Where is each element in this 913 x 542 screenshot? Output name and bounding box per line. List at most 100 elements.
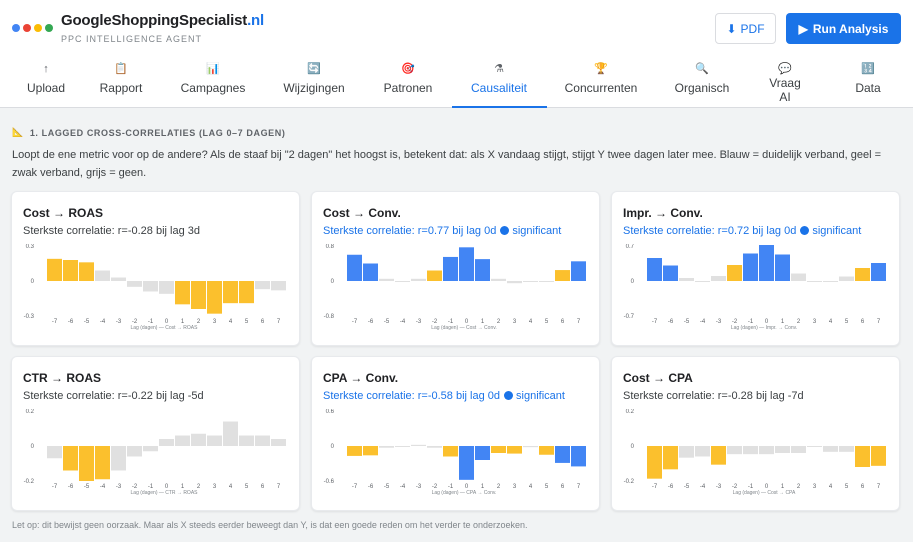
y-tick-label: -0.8	[324, 314, 335, 320]
correlation-bar	[427, 270, 442, 281]
correlation-bar	[871, 263, 886, 281]
correlation-bar	[711, 276, 726, 281]
x-tick-label: 6	[861, 484, 865, 490]
correlation-bar	[743, 253, 758, 281]
pdf-button[interactable]: ⬇ PDF	[715, 13, 776, 44]
correlation-bar	[379, 278, 394, 281]
correlation-bar	[95, 446, 110, 480]
app-header: GoogleShoppingSpecialist.nl PPC INTELLIG…	[0, 0, 913, 108]
tab-icon: 🔍	[695, 63, 709, 75]
x-tick-label: 5	[245, 484, 249, 490]
x-tick-label: 0	[465, 484, 469, 490]
x-tick-label: 3	[513, 319, 517, 325]
card-title: CPA → Conv.	[323, 371, 399, 385]
correlation-bar	[539, 281, 554, 282]
x-tick-label: -7	[352, 484, 358, 490]
run-analysis-label: Run Analysis	[812, 21, 889, 36]
x-tick-label: 4	[229, 319, 233, 325]
run-analysis-button[interactable]: ▶ Run Analysis	[786, 13, 901, 44]
tab-label: Concurrenten	[564, 81, 638, 95]
correlation-bar	[379, 446, 394, 448]
tab-organisch[interactable]: 🔍 Organisch	[662, 62, 742, 108]
x-tick-label: 6	[261, 319, 265, 325]
x-tick-label: -1	[148, 484, 154, 490]
x-tick-label: -7	[52, 319, 58, 325]
y-tick-label: 0.2	[626, 409, 635, 415]
correlation-bar	[63, 446, 78, 471]
card-summary: Sterkste correlatie: r=-0.28 bij lag 3d	[23, 225, 200, 237]
correlation-bar	[807, 446, 822, 447]
x-tick-label: 2	[797, 319, 801, 325]
x-tick-label: -3	[716, 319, 722, 325]
correlation-bar	[191, 281, 206, 309]
correlation-bar	[727, 446, 742, 455]
x-axis-label: Lag (dagen) — Cost → ROAS	[131, 325, 199, 331]
x-tick-label: 1	[481, 319, 485, 325]
correlation-chart: 0.8 0 -0.8 -7 -6 -5 -4 -3 -2 -1 0 1 2 3 4 5 6 7 Lag (dagen…	[324, 244, 586, 331]
correlation-bar	[111, 446, 126, 471]
x-tick-label: 0	[165, 319, 169, 325]
card-summary-text: Sterkste correlatie: r=-0.28 bij lag 3d	[23, 225, 201, 237]
correlation-bar	[555, 270, 570, 281]
correlation-bar	[711, 446, 726, 465]
correlation-bar	[823, 446, 838, 452]
tab-causaliteit[interactable]: ⚗ Causaliteit	[451, 62, 547, 108]
tab-data[interactable]: 🔢 Data	[843, 62, 893, 108]
x-tick-label: -2	[732, 484, 738, 490]
x-tick-label: -3	[116, 319, 122, 325]
x-tick-label: 1	[481, 484, 485, 490]
y-tick-label: -0.7	[624, 314, 635, 320]
tab-icon: 📋	[114, 63, 128, 75]
tab-label-line: AI	[779, 90, 791, 104]
correlation-bar	[647, 258, 662, 281]
x-tick-label: -7	[652, 484, 658, 490]
x-tick-label: 6	[561, 484, 565, 490]
tab-label: Patronen	[383, 81, 433, 95]
correlation-bar	[443, 446, 458, 457]
correlation-bar	[175, 281, 190, 305]
y-tick-label: 0.2	[26, 409, 35, 415]
card-summary-text: Sterkste correlatie: r=0.77 bij lag 0d	[323, 225, 497, 237]
x-tick-label: 7	[577, 484, 581, 490]
tab-wijzigingen[interactable]: 🔄 Wijzigingen	[264, 62, 364, 108]
correlation-bar	[363, 263, 378, 281]
correlation-bar	[727, 265, 742, 281]
correlation-bar	[223, 281, 238, 304]
correlation-bar	[823, 281, 838, 282]
correlation-bar	[507, 281, 522, 284]
tab-vraag-ai[interactable]: 💬 Vraag AI	[760, 62, 810, 108]
correlation-bar	[855, 268, 870, 281]
x-tick-label: 3	[513, 484, 517, 490]
correlation-bar	[47, 446, 62, 459]
tab-patronen[interactable]: 🎯 Patronen	[373, 62, 443, 108]
card-summary: Sterkste correlatie: r=-0.28 bij lag -7d	[623, 390, 804, 402]
tab-label: Upload	[26, 81, 66, 95]
correlation-bar	[679, 446, 694, 458]
x-tick-label: -1	[748, 319, 754, 325]
x-tick-label: 4	[529, 484, 533, 490]
correlation-bar	[791, 446, 806, 453]
x-tick-label: -5	[384, 484, 390, 490]
x-tick-label: 3	[813, 319, 817, 325]
tab-campagnes[interactable]: 📊 Campagnes	[168, 62, 258, 108]
correlation-bar	[555, 446, 570, 463]
x-tick-label: 5	[845, 319, 849, 325]
card-title: Cost → CPA	[623, 371, 693, 385]
brand-subtitle: PPC INTELLIGENCE AGENT	[61, 34, 203, 44]
card-summary-text: Sterkste correlatie: r=-0.22 bij lag -5d	[23, 390, 204, 402]
x-tick-label: -6	[368, 319, 374, 325]
correlation-bar	[759, 245, 774, 281]
x-tick-label: 0	[165, 484, 169, 490]
x-tick-label: -1	[148, 319, 154, 325]
tab-concurrenten[interactable]: 🏆 Concurrenten	[551, 62, 651, 108]
correlation-bar	[759, 446, 774, 455]
correlation-bar	[491, 278, 506, 281]
tab-rapport[interactable]: 📋 Rapport	[86, 62, 156, 108]
x-tick-label: -4	[100, 319, 106, 325]
tab-upload[interactable]: ↑ Upload	[16, 62, 76, 108]
significant-dot-icon	[504, 391, 514, 400]
x-tick-label: -6	[68, 484, 74, 490]
brand-title: GoogleShoppingSpecialist.nl	[61, 12, 264, 29]
x-tick-label: 5	[545, 319, 549, 325]
x-tick-label: 4	[829, 319, 833, 325]
